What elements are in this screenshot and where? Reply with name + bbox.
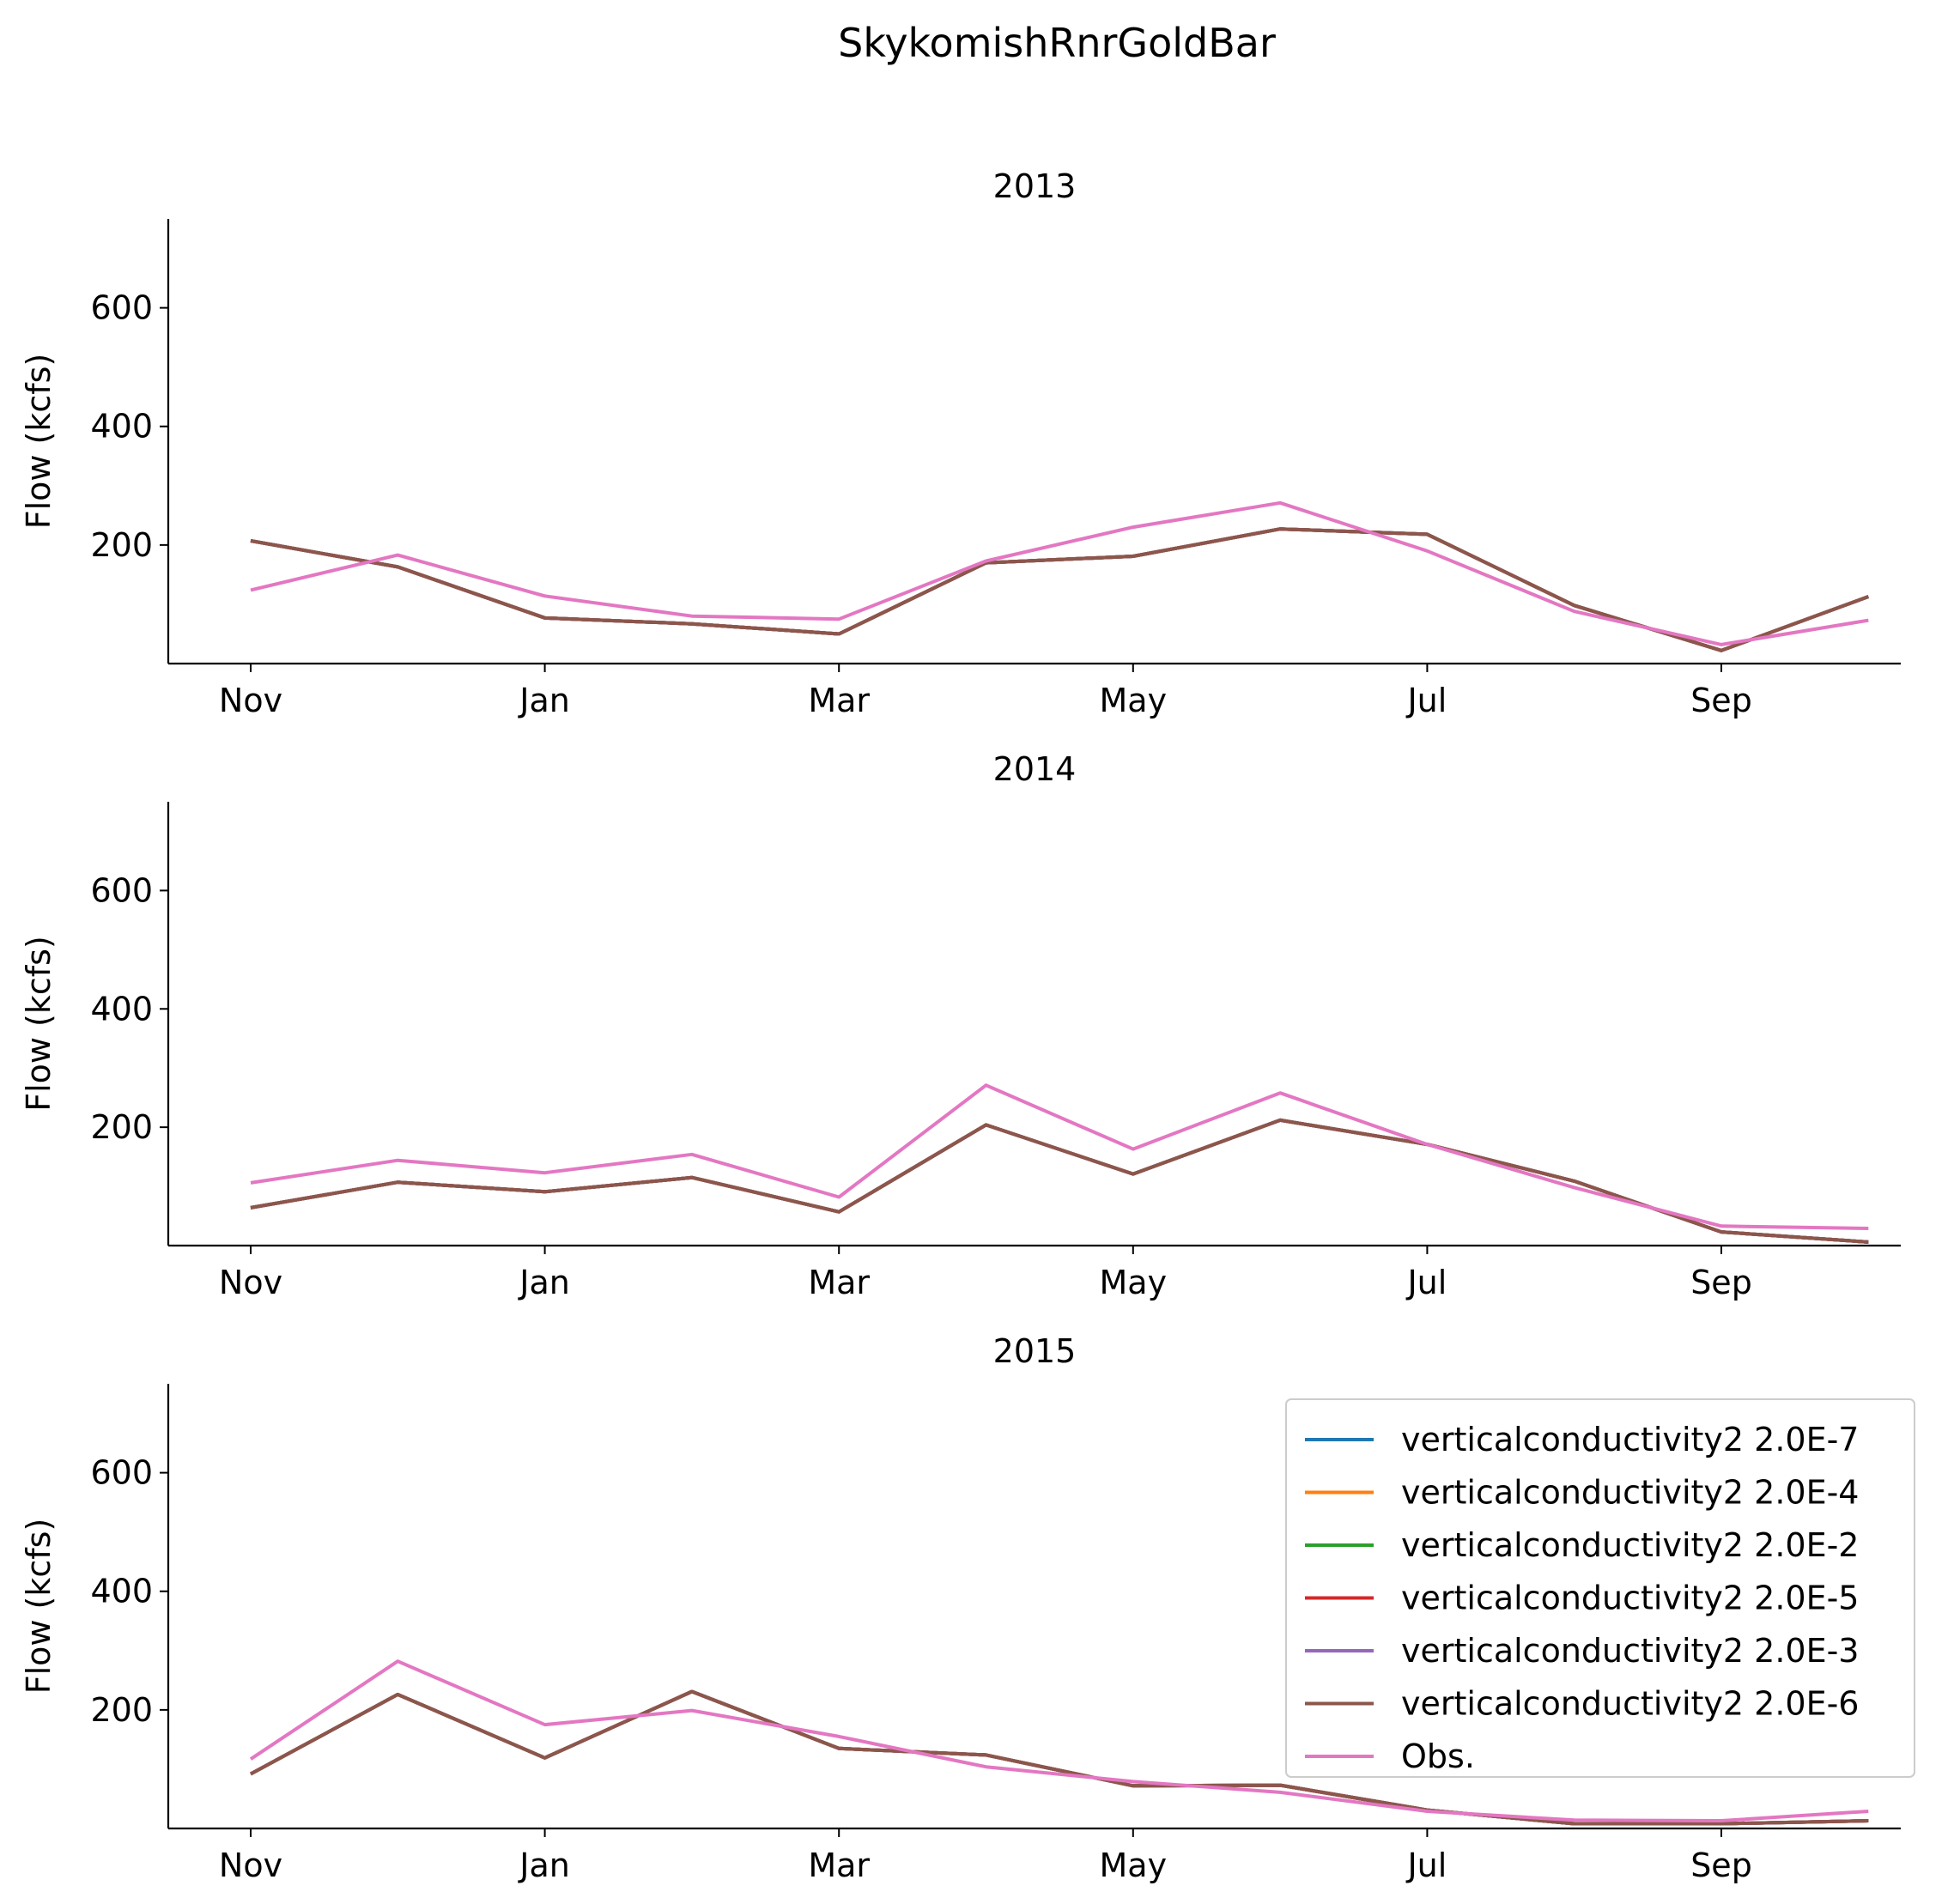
legend-label: verticalconductivity2 2.0E-4 — [1401, 1474, 1859, 1512]
y-tick-label: 400 — [90, 408, 153, 446]
y-tick-label: 600 — [90, 871, 153, 909]
legend-label: verticalconductivity2 2.0E-5 — [1401, 1580, 1859, 1617]
series-line-vc_2e4 — [250, 1118, 1869, 1244]
y-tick-label: 600 — [90, 289, 153, 327]
x-tick-label: Sep — [1690, 1846, 1752, 1884]
x-tick-label: Sep — [1690, 1264, 1752, 1301]
series-line-vc_2e3 — [250, 1118, 1869, 1244]
panel-2015: 2015 200 400 600 Flow (kcfs) Nov Jan Mar May Jul S… — [20, 1332, 1915, 1884]
series-line-vc_2e6 — [250, 527, 1869, 652]
x-tick-label: Jul — [1405, 1264, 1447, 1301]
series-line-vc_2e5 — [250, 527, 1869, 652]
x-tick-label: Mar — [808, 1846, 870, 1884]
series-line-vc_2e6 — [250, 1689, 1869, 1826]
panel-2014: 2014 200 400 600 Flow (kcfs) Nov Jan Mar May Jul S… — [20, 750, 1901, 1301]
x-tick-label: Nov — [219, 1846, 282, 1884]
panel-2013: 2013 200 400 600 Flow (kcfs) Nov Jan Mar May Jul S… — [20, 167, 1901, 719]
x-tick-label: Jan — [518, 1846, 570, 1884]
y-tick-label: 600 — [90, 1454, 153, 1492]
series-line-vc_2e2 — [250, 527, 1869, 652]
legend: verticalconductivity2 2.0E-7 verticalcond… — [1285, 1398, 1915, 1778]
x-tick-label: May — [1100, 1264, 1168, 1301]
panel-title: 2014 — [993, 750, 1077, 788]
y-tick-label: 200 — [90, 1691, 153, 1729]
series-line-vc_2e7 — [250, 527, 1869, 652]
y-tick-label: 200 — [90, 526, 153, 564]
x-tick-label: May — [1100, 1846, 1168, 1884]
y-tick-label: 400 — [90, 990, 153, 1028]
x-tick-label: Nov — [219, 682, 282, 719]
x-tick-label: Jul — [1405, 1846, 1447, 1884]
x-tick-label: Mar — [808, 1264, 870, 1301]
subplots: 2013 200 400 600 Flow (kcfs) Nov Jan Mar May Jul S… — [20, 167, 1915, 1884]
y-axis-label: Flow (kcfs) — [20, 354, 58, 530]
x-tick-label: Jan — [518, 682, 570, 719]
legend-label: verticalconductivity2 2.0E-7 — [1401, 1421, 1859, 1458]
x-tick-label: Mar — [808, 682, 870, 719]
x-tick-label: Jul — [1405, 682, 1447, 719]
y-tick-label: 200 — [90, 1108, 153, 1146]
legend-label: verticalconductivity2 2.0E-2 — [1401, 1526, 1859, 1564]
y-tick-label: 400 — [90, 1573, 153, 1610]
series-line-obs — [250, 500, 1869, 646]
figure-title: SkykomishRnrGoldBar — [838, 20, 1276, 66]
series-line-obs — [249, 1659, 1869, 1822]
series-line-vc_2e4 — [250, 527, 1869, 652]
legend-label: verticalconductivity2 2.0E-3 — [1401, 1632, 1859, 1670]
x-tick-label: Nov — [219, 1264, 282, 1301]
series-line-vc_2e2 — [250, 1118, 1869, 1244]
series-line-vc_2e7 — [250, 1118, 1869, 1244]
legend-label: verticalconductivity2 2.0E-6 — [1401, 1685, 1859, 1723]
series-line-vc_2e3 — [250, 527, 1869, 652]
y-axis-label: Flow (kcfs) — [20, 1519, 58, 1695]
panel-title: 2015 — [993, 1332, 1077, 1370]
legend-frame — [1285, 1398, 1915, 1778]
x-tick-label: Jan — [518, 1264, 570, 1301]
y-axis-label: Flow (kcfs) — [20, 936, 58, 1112]
x-tick-label: Sep — [1690, 682, 1752, 719]
legend-label: Obs. — [1401, 1737, 1475, 1775]
x-tick-label: May — [1100, 682, 1168, 719]
panel-title: 2013 — [993, 167, 1077, 205]
series-line-vc_2e5 — [250, 1118, 1869, 1244]
series-line-vc_2e6 — [250, 1118, 1869, 1244]
series-line-obs — [250, 1083, 1869, 1230]
